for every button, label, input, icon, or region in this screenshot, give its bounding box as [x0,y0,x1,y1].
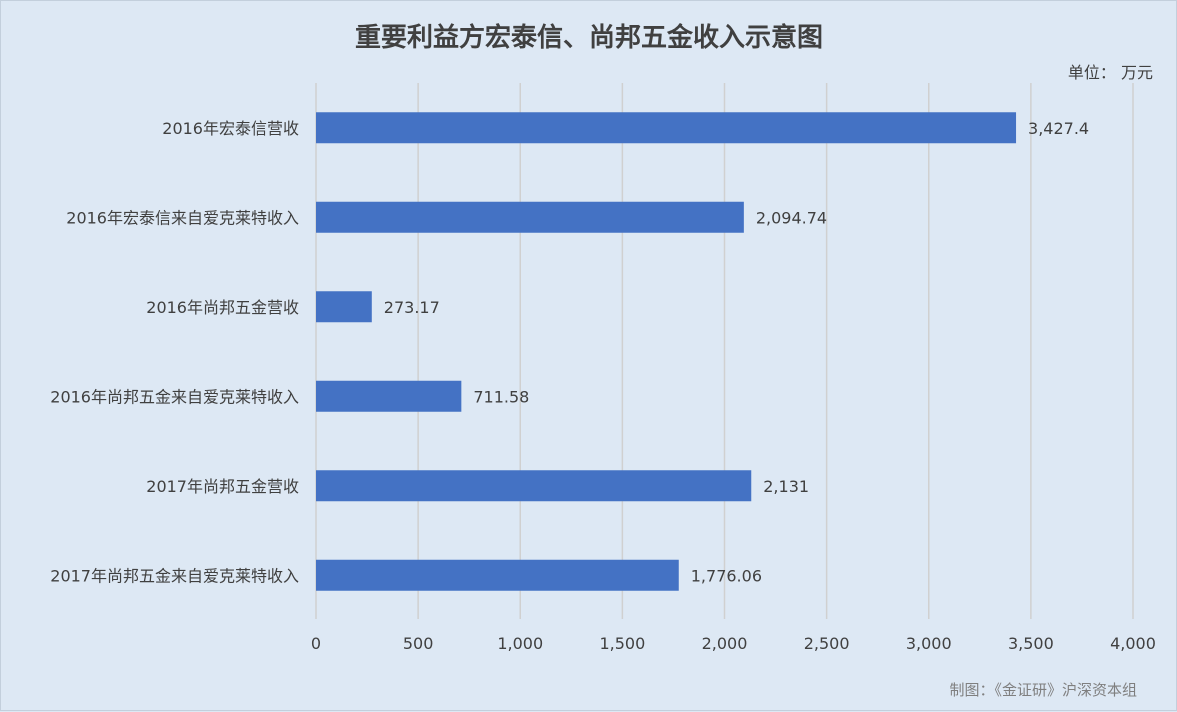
data-label: 2,131 [763,477,809,496]
data-label: 1,776.06 [691,566,762,585]
bar [316,380,462,412]
category-label: 2017年尚邦五金营收 [146,477,299,496]
data-label: 3,427.4 [1028,119,1089,138]
x-tick-label: 3,500 [1008,634,1054,653]
data-label: 2,094.74 [756,208,827,227]
x-axis-ticks: 0 500 1,000 1,500 2,000 2,500 3,000 3,500 4,000 [311,634,1156,653]
category-label: 2016年尚邦五金营收 [146,298,299,317]
bar [316,112,1017,144]
gridlines [315,83,1134,619]
x-tick-label: 4,000 [1110,634,1156,653]
unit-label: 单位： 万元 [1068,63,1153,82]
x-tick-label: 3,000 [906,634,952,653]
credit-text: 制图：《金证研》沪深资本组 [949,681,1137,699]
bar [316,291,372,323]
category-label: 2017年尚邦五金来自爱克莱特收入 [50,566,299,585]
bar [316,559,679,591]
x-tick-label: 0 [311,634,321,653]
category-label: 2016年宏泰信营收 [162,119,299,138]
x-tick-label: 2,500 [804,634,850,653]
x-tick-label: 1,500 [599,634,645,653]
x-tick-label: 500 [403,634,434,653]
data-label: 711.58 [473,387,529,406]
chart-title: 重要利益方宏泰信、尚邦五金收入示意图 [355,22,823,53]
bar [316,470,752,502]
category-label: 2016年宏泰信来自爱克莱特收入 [66,208,299,227]
bars [316,112,1017,591]
category-label: 2016年尚邦五金来自爱克莱特收入 [50,387,299,406]
x-tick-label: 2,000 [702,634,748,653]
data-label: 273.17 [384,298,440,317]
bar [316,201,744,233]
x-tick-label: 1,000 [497,634,543,653]
data-labels: 3,427.4 2,094.74 273.17 711.58 2,131 1,776.06 [384,119,1089,586]
category-labels: 2016年宏泰信营收 2016年宏泰信来自爱克莱特收入 2016年尚邦五金营收 201… [50,119,299,586]
